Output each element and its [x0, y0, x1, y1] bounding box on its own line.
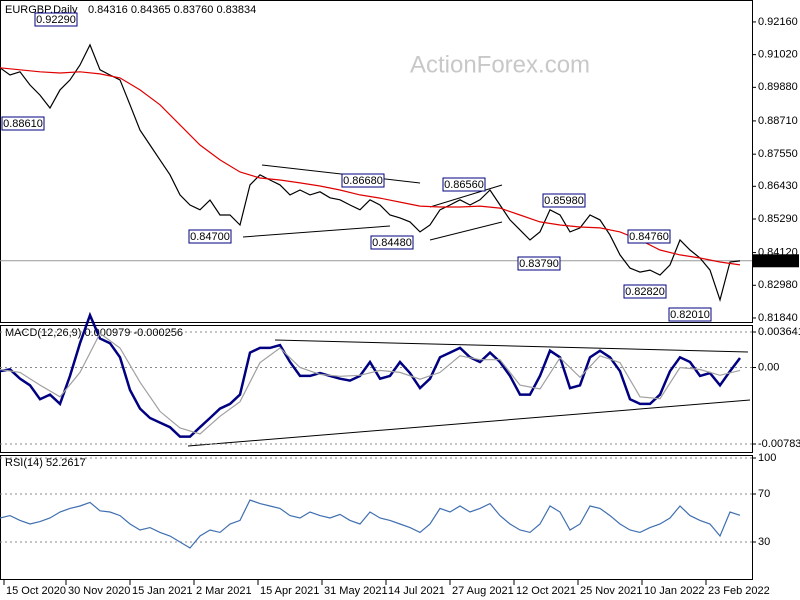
x-tick-label: 31 May 2021 — [324, 585, 388, 597]
annotation: 0.88610 — [3, 118, 43, 130]
annotation: 0.82820 — [625, 286, 665, 298]
annotation: 0.82010 — [670, 309, 710, 321]
x-tick-label: 25 Nov 2021 — [580, 585, 642, 597]
annotation: 0.84760 — [629, 231, 669, 243]
trendline — [429, 221, 503, 241]
annotation: 0.86680 — [343, 175, 383, 187]
price-panel — [0, 0, 753, 323]
annotation-box — [442, 177, 486, 192]
annotation-box — [627, 229, 671, 244]
rsi-panel — [0, 455, 753, 580]
x-tick-label: 27 Aug 2021 — [452, 585, 514, 597]
annotation-box — [623, 284, 667, 299]
x-tick-label: 15 Oct 2020 — [6, 585, 66, 597]
trendline — [274, 339, 749, 353]
trendlines — [187, 164, 751, 447]
x-tick-label: 23 Feb 2022 — [708, 585, 770, 597]
annotation: 0.85980 — [544, 195, 584, 207]
y-tick-label: 0.92160 — [758, 16, 798, 28]
y-tick-label: 100 — [758, 452, 776, 464]
trendline — [242, 225, 391, 238]
y-tick-label: -0.007839 — [758, 438, 800, 450]
macd-panel — [0, 325, 753, 453]
annotation-box — [188, 229, 232, 244]
annotation-box — [1, 116, 45, 131]
annotation-box — [341, 173, 385, 188]
y-tick-label: 0.85290 — [758, 213, 798, 225]
annotation-box — [517, 256, 561, 271]
annotation: 0.83790 — [519, 258, 559, 270]
y-tick-label: 0.89880 — [758, 81, 798, 93]
last-price-label: 0.83834 — [756, 255, 796, 267]
series-line — [0, 311, 741, 438]
annotation-box — [370, 235, 414, 250]
x-tick-label: 2 Mar 2021 — [196, 585, 252, 597]
x-tick-label: 15 Apr 2021 — [260, 585, 319, 597]
x-tick-label: 12 Oct 2021 — [516, 585, 576, 597]
y-tick-label: 30 — [758, 536, 770, 548]
y-tick-label: 0.003641 — [758, 326, 800, 338]
macd-title: MACD(12,26,9) 0.000979 -0.000256 — [5, 327, 183, 339]
annotation: 0.84480 — [372, 237, 412, 249]
x-tick-label: 14 Jul 2021 — [388, 585, 445, 597]
trendline — [429, 184, 503, 208]
chart-subtitle: 0.84316 0.84365 0.83760 0.83834 — [88, 4, 256, 16]
y-tick-label: 0.87550 — [758, 148, 798, 160]
x-tick-label: 30 Nov 2020 — [68, 585, 130, 597]
annotation-box — [34, 12, 78, 27]
y-tick-label: 0.86430 — [758, 180, 798, 192]
last-price-box — [753, 254, 799, 268]
annotation-box — [542, 193, 586, 208]
series-line — [0, 499, 741, 549]
y-tick-label: 0.82980 — [758, 279, 798, 291]
annotation: 0.86560 — [444, 179, 484, 191]
y-tick-label: 0.81840 — [758, 312, 798, 324]
watermark: ActionForex.com — [410, 51, 590, 78]
annotation: 0.84700 — [190, 231, 230, 243]
rsi-title: RSI(14) 52.2617 — [5, 457, 86, 469]
trendline — [261, 164, 421, 184]
series-line — [0, 332, 741, 435]
series-line — [0, 43, 741, 302]
annotation-box — [668, 307, 712, 322]
trendline — [187, 399, 751, 447]
y-tick-label: 0.91020 — [758, 49, 798, 61]
y-tick-label: 0.00 — [758, 361, 779, 373]
series-line — [0, 67, 741, 266]
annotation: 0.92290 — [36, 14, 76, 26]
y-tick-label: 0.88710 — [758, 115, 798, 127]
y-tick-label: 70 — [758, 488, 770, 500]
x-tick-label: 15 Jan 2021 — [132, 585, 193, 597]
x-tick-label: 10 Jan 2022 — [644, 585, 705, 597]
